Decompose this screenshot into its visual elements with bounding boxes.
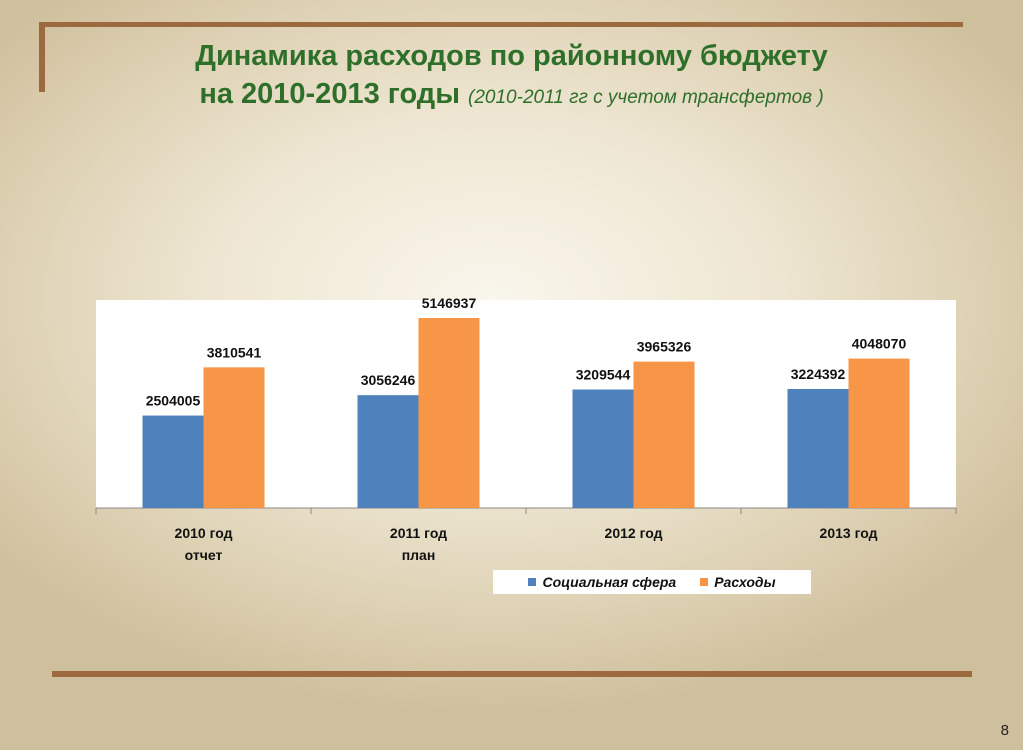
bottom-divider bbox=[52, 671, 972, 677]
title-line-1: Динамика расходов по районному бюджету bbox=[195, 40, 828, 72]
bar-expenses bbox=[848, 358, 910, 508]
data-label: 3209544 bbox=[576, 367, 631, 383]
title-line-2: на 2010-2013 годы bbox=[199, 78, 460, 110]
legend-swatch-expenses bbox=[700, 578, 709, 586]
data-label: 3056246 bbox=[361, 372, 416, 388]
bar-social bbox=[572, 389, 634, 508]
category-label: 2010 год bbox=[175, 525, 233, 541]
data-label: 2504005 bbox=[146, 393, 201, 409]
data-label: 3810541 bbox=[207, 344, 262, 360]
bar-social bbox=[142, 415, 204, 508]
frame-vertical-bar bbox=[39, 22, 45, 92]
data-label: 3965326 bbox=[637, 339, 692, 355]
bar-social bbox=[787, 388, 849, 508]
frame-horizontal-bar bbox=[39, 22, 963, 27]
category-label: 2011 год bbox=[390, 525, 447, 541]
slide-title: Динамика расходов по районному бюджету bbox=[0, 38, 1023, 74]
page-number: 8 bbox=[1000, 722, 1009, 739]
data-label: 4048070 bbox=[852, 336, 907, 352]
slide-title-line-2: на 2010-2013 годы (2010-2011 гг с учетом… bbox=[0, 76, 1023, 116]
legend-label-expenses: Расходы bbox=[714, 574, 776, 590]
category-label: 2013 год bbox=[820, 525, 878, 541]
bar-social bbox=[357, 395, 419, 508]
legend-item-social: Социальная сфера bbox=[528, 574, 676, 590]
legend-item-expenses: Расходы bbox=[700, 574, 776, 590]
category-label: отчет bbox=[185, 547, 223, 563]
category-label: план bbox=[402, 547, 436, 563]
bar-expenses bbox=[633, 361, 695, 508]
bar-expenses bbox=[203, 367, 265, 508]
legend-swatch-social bbox=[528, 578, 537, 586]
data-label: 5146937 bbox=[422, 295, 477, 311]
bar-expenses bbox=[418, 318, 480, 508]
bar-chart: 2504005 3810541 2010 год отчет 3056246 514693… bbox=[95, 295, 957, 563]
title-subtitle: (2010-2011 гг с учетом трансфертов ) bbox=[468, 87, 824, 108]
category-label: 2012 год bbox=[605, 525, 663, 541]
legend-label-social: Социальная сфера bbox=[542, 574, 677, 590]
data-label: 3224392 bbox=[791, 366, 846, 382]
chart-legend: Социальная сфера Расходы bbox=[493, 570, 811, 594]
